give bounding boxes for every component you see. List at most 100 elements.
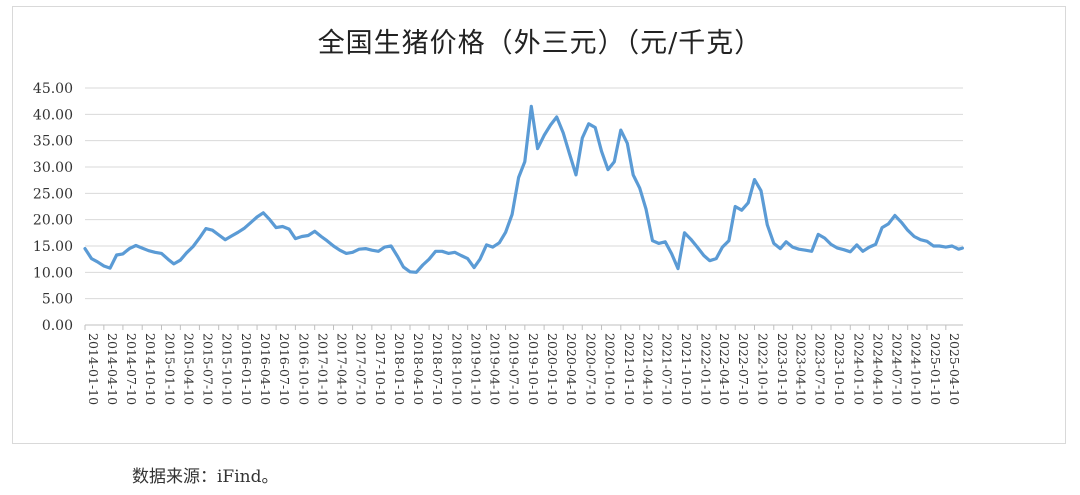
data-point <box>657 242 660 245</box>
data-point <box>600 150 603 152</box>
x-tick-label: 2016-07-10 <box>277 333 292 405</box>
data-point <box>747 202 749 204</box>
data-point <box>728 239 730 242</box>
data-point <box>524 160 526 163</box>
x-axis-ticks: 2014-01-10 2014-04-10 2014-07-10 2014-10-10… <box>84 325 962 405</box>
data-point <box>185 252 188 254</box>
data-point <box>479 258 481 261</box>
data-point <box>141 247 143 249</box>
x-tick-label: 2024-01-10 <box>851 333 866 405</box>
data-point <box>651 239 654 242</box>
data-point <box>664 241 666 243</box>
data-point <box>466 257 469 260</box>
data-point <box>587 123 590 125</box>
data-point <box>154 251 156 254</box>
x-tick-label: 2020-04-10 <box>564 333 579 405</box>
data-point <box>562 132 564 134</box>
x-tick-label: 2019-04-10 <box>487 333 502 405</box>
data-point <box>135 244 137 247</box>
x-tick-label: 2021-04-10 <box>641 333 656 405</box>
data-point <box>345 252 348 255</box>
data-point <box>160 252 163 255</box>
x-tick-label: 2019-10-10 <box>526 333 541 405</box>
data-point <box>849 251 852 253</box>
data-point <box>275 226 277 229</box>
data-point <box>371 249 373 251</box>
x-tick-label: 2017-07-10 <box>354 333 369 405</box>
x-tick-label: 2014-10-10 <box>143 333 158 405</box>
x-tick-label: 2025-01-10 <box>928 333 943 405</box>
data-point <box>358 248 360 250</box>
data-point <box>237 231 239 234</box>
data-point <box>454 251 456 254</box>
data-point <box>613 160 616 163</box>
data-point <box>626 142 629 145</box>
data-point <box>301 235 303 238</box>
data-point <box>843 248 845 251</box>
data-point <box>894 214 896 217</box>
data-point <box>549 124 552 126</box>
data-point <box>243 227 246 229</box>
data-point <box>492 246 494 248</box>
data-point <box>913 235 915 238</box>
data-point <box>530 105 533 108</box>
data-point <box>504 231 507 234</box>
data-point <box>945 246 947 248</box>
data-point <box>383 246 386 248</box>
data-point <box>96 261 99 263</box>
data-point <box>785 241 787 243</box>
series-line <box>83 104 965 274</box>
data-point <box>906 229 909 231</box>
data-point <box>740 209 743 211</box>
data-point <box>256 216 258 218</box>
data-point <box>428 258 430 261</box>
y-tick-label: 20.00 <box>33 213 73 229</box>
data-point <box>332 245 335 247</box>
data-point <box>620 129 622 131</box>
data-point <box>543 134 545 137</box>
data-point <box>396 255 399 258</box>
data-point <box>339 249 341 251</box>
data-point <box>167 258 169 261</box>
data-point <box>926 240 928 243</box>
y-tick-label: 10.00 <box>33 265 73 281</box>
data-point <box>721 246 724 248</box>
y-tick-label: 25.00 <box>33 186 73 202</box>
data-point <box>868 246 871 248</box>
data-point <box>938 245 941 247</box>
data-point <box>192 245 194 248</box>
x-tick-label: 2021-01-10 <box>622 333 637 405</box>
x-tick-label: 2015-10-10 <box>220 333 235 405</box>
data-point <box>122 253 124 255</box>
data-point <box>568 153 571 155</box>
data-point <box>862 250 864 253</box>
data-point <box>377 250 380 253</box>
x-tick-label: 2024-04-10 <box>870 333 885 405</box>
x-tick-label: 2020-07-10 <box>583 333 598 405</box>
data-point <box>881 226 883 229</box>
x-tick-label: 2022-10-10 <box>756 333 771 405</box>
x-tick-label: 2018-04-10 <box>411 333 426 405</box>
chart-frame: 全国生猪价格（外三元）（元/千克） <box>12 6 1066 444</box>
data-point <box>281 225 284 228</box>
data-point <box>632 174 634 176</box>
x-tick-label: 2017-10-10 <box>373 333 388 405</box>
data-point <box>441 250 443 253</box>
data-point <box>961 247 964 249</box>
data-point <box>409 271 411 273</box>
data-point <box>594 126 596 129</box>
source-note: 数据来源：iFind。 <box>132 467 279 487</box>
data-point <box>434 250 437 253</box>
data-point <box>217 234 220 236</box>
data-point <box>575 174 577 176</box>
data-point <box>473 266 475 269</box>
x-tick-label: 2024-07-10 <box>889 333 904 405</box>
data-point <box>511 213 513 216</box>
data-point <box>390 245 392 247</box>
x-tick-label: 2018-07-10 <box>430 333 445 405</box>
x-tick-label: 2019-01-10 <box>469 333 484 405</box>
data-point <box>919 238 922 241</box>
data-point <box>638 187 641 189</box>
data-point <box>313 230 316 233</box>
data-point <box>830 243 832 246</box>
